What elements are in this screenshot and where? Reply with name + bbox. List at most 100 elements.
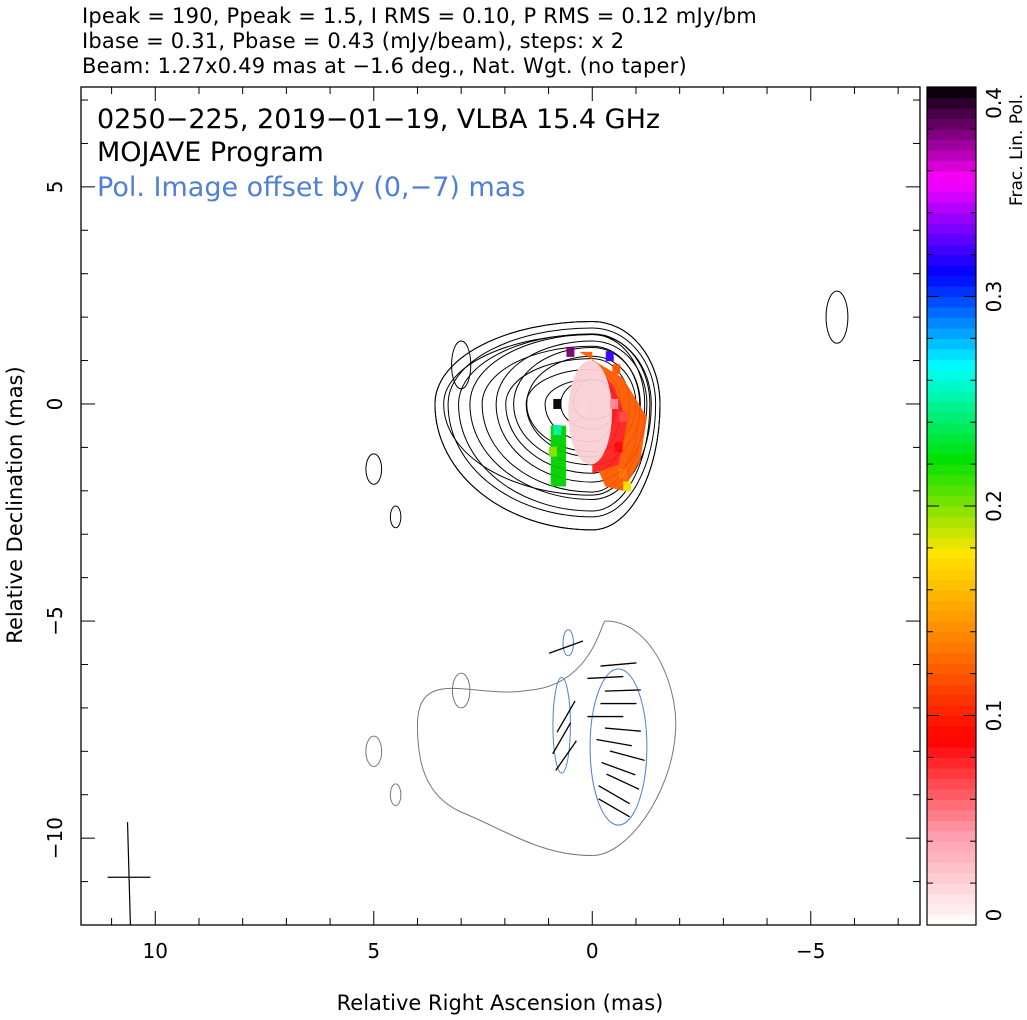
colorbar-step-23 bbox=[927, 673, 976, 685]
colorbar-step-3 bbox=[927, 883, 976, 895]
annotation-program: MOJAVE Program bbox=[97, 137, 324, 168]
pol-contour-inner-2 bbox=[562, 629, 574, 657]
stokes-i-contour-outer-1 bbox=[513, 347, 641, 466]
colorbar-step-20 bbox=[927, 705, 976, 717]
colorbar-step-13 bbox=[927, 778, 976, 790]
colorbar-step-6 bbox=[927, 851, 976, 863]
stokes-i-island-2 bbox=[389, 505, 402, 529]
colorbar-step-30 bbox=[927, 600, 976, 612]
colorbar: 0 0.1 0.2 0.3 0.4 bbox=[926, 86, 1006, 926]
colorbar-step-66 bbox=[927, 223, 976, 235]
x-tick-label-0: 10 bbox=[143, 939, 168, 963]
colorbar-step-19 bbox=[927, 715, 976, 727]
y-tick-label-0: 5 bbox=[43, 180, 67, 193]
stokes-i-contour-outer-2 bbox=[495, 340, 648, 483]
colorbar-step-16 bbox=[927, 746, 976, 758]
colorbar-step-55 bbox=[927, 338, 976, 350]
colorbar-step-27 bbox=[927, 631, 976, 643]
colorbar-step-56 bbox=[927, 327, 976, 339]
frac-pol-pixel-6 bbox=[610, 398, 619, 409]
header-line-1: Ipeak = 190, Ppeak = 1.5, I RMS = 0.10, … bbox=[82, 4, 757, 28]
stokes-i-contour-outer-5 bbox=[434, 320, 661, 531]
pol-vector-7 bbox=[609, 750, 645, 761]
colorbar-step-10 bbox=[927, 809, 976, 821]
colorbar-step-52 bbox=[927, 369, 976, 381]
colorbar-step-1 bbox=[927, 904, 976, 916]
colorbar-step-21 bbox=[927, 694, 976, 706]
colorbar-step-73 bbox=[927, 149, 976, 161]
colorbar-step-71 bbox=[927, 170, 976, 182]
frac-pol-region-low bbox=[568, 360, 612, 465]
colorbar-step-33 bbox=[927, 568, 976, 580]
colorbar-step-11 bbox=[927, 799, 976, 811]
stokes-i-contour-outer-3 bbox=[469, 333, 652, 500]
colorbar-step-78 bbox=[927, 97, 976, 109]
frac-pol-pixel-0 bbox=[553, 398, 562, 409]
frac-pol-pixel-3 bbox=[566, 346, 575, 357]
colorbar-step-29 bbox=[927, 610, 976, 622]
axes: 10 5 0 −5 5 0 −5 −10 bbox=[43, 87, 920, 963]
y-tick-label-3: −10 bbox=[43, 817, 67, 859]
pol-contour-island-2 bbox=[389, 783, 402, 807]
colorbar-step-63 bbox=[927, 254, 976, 266]
colorbar-step-39 bbox=[927, 506, 976, 518]
y-tick-label-2: −5 bbox=[43, 606, 67, 635]
colorbar-step-35 bbox=[927, 547, 976, 559]
frac-pol-pixel-9 bbox=[618, 468, 627, 479]
colorbar-tick-label-4: 0.4 bbox=[982, 87, 1006, 119]
colorbar-step-25 bbox=[927, 652, 976, 664]
colorbar-step-79 bbox=[927, 87, 976, 99]
x-tick-label-2: 0 bbox=[586, 939, 599, 963]
colorbar-tick-label-2: 0.2 bbox=[982, 490, 1006, 522]
colorbar-tick-label-3: 0.3 bbox=[982, 281, 1006, 313]
colorbar-step-41 bbox=[927, 485, 976, 497]
pol-vector-0 bbox=[600, 662, 637, 667]
stokes-i-island-3 bbox=[825, 290, 849, 344]
colorbar-step-14 bbox=[927, 767, 976, 779]
colorbar-step-32 bbox=[927, 579, 976, 591]
colorbar-step-0 bbox=[927, 914, 976, 926]
stokes-i-contour-outer-4 bbox=[447, 327, 657, 518]
colorbar-step-46 bbox=[927, 432, 976, 444]
colorbar-step-26 bbox=[927, 642, 976, 654]
colorbar-step-77 bbox=[927, 107, 976, 120]
colorbar-step-65 bbox=[927, 233, 976, 245]
colorbar-step-54 bbox=[927, 348, 976, 360]
pol-vector-14 bbox=[555, 740, 577, 771]
colorbar-step-67 bbox=[927, 212, 976, 224]
header-line-3: Beam: 1.27x0.49 mas at −1.6 deg., Nat. W… bbox=[82, 54, 687, 78]
pol-vector-10 bbox=[598, 785, 631, 805]
y-axis-title: Relative Declination (mas) bbox=[3, 366, 27, 643]
colorbar-step-18 bbox=[927, 725, 976, 738]
pol-vector-5 bbox=[604, 727, 641, 732]
colorbar-step-75 bbox=[927, 128, 976, 140]
colorbar-tick-label-1: 0.1 bbox=[982, 700, 1006, 732]
colorbar-step-64 bbox=[927, 244, 976, 256]
colorbar-tick-label-0: 0 bbox=[982, 909, 1006, 922]
frac-pol-pixel-10 bbox=[623, 481, 632, 492]
frac-pol-region-east bbox=[550, 425, 567, 487]
colorbar-step-47 bbox=[927, 422, 976, 434]
colorbar-step-59 bbox=[927, 296, 976, 308]
pol-vector-1 bbox=[587, 675, 624, 680]
colorbar-step-58 bbox=[927, 306, 976, 319]
pol-vector-8 bbox=[601, 761, 636, 776]
colorbar-step-50 bbox=[927, 390, 976, 402]
colorbar-step-48 bbox=[927, 411, 976, 423]
colorbar-step-62 bbox=[927, 265, 976, 277]
pol-contour-inner-1 bbox=[552, 677, 571, 774]
colorbar-step-45 bbox=[927, 443, 976, 455]
plot-frame bbox=[80, 86, 921, 926]
colorbar-step-22 bbox=[927, 684, 976, 696]
stokes-i-island-1 bbox=[365, 453, 383, 485]
colorbar-step-34 bbox=[927, 558, 976, 570]
pol-contour-outer bbox=[416, 620, 677, 857]
pol-vector-13 bbox=[552, 722, 572, 755]
colorbar-step-69 bbox=[927, 191, 976, 203]
pol-vector-12 bbox=[556, 700, 576, 733]
frac-pol-pixel-5 bbox=[612, 364, 621, 375]
pol-contour-island-1 bbox=[365, 735, 383, 768]
annotation-offset: Pol. Image offset by (0,−7) mas bbox=[97, 172, 525, 203]
colorbar-step-72 bbox=[927, 160, 976, 172]
